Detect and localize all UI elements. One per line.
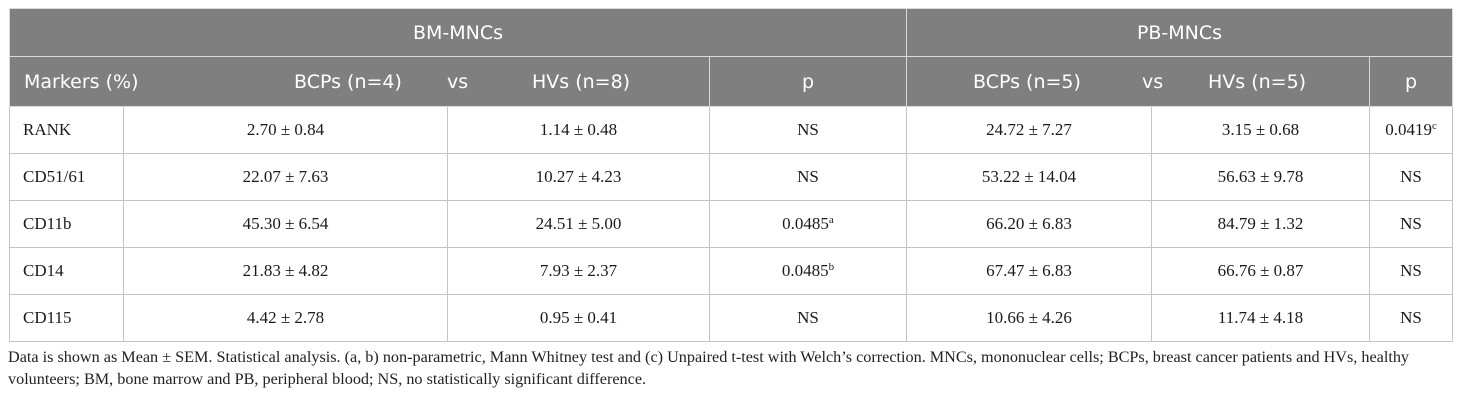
bm-p-value: NS [709, 153, 907, 201]
table-row: CD51/61 22.07 ± 7.63 10.27 ± 4.23 NS 53.22 ±… [9, 153, 1454, 201]
bm-hvs-value: 10.27 ± 4.23 [447, 153, 710, 201]
pb-comparison-header: BCPs (n=5) vs HVs (n=5) [906, 56, 1370, 107]
table-row: RANK 2.70 ± 0.84 1.14 ± 0.48 NS 24.72 ± 7.27… [9, 106, 1454, 154]
markers-table: BM-MNCs PB-MNCs Markers (%) BCPs (n=4) v… [9, 8, 1454, 342]
footnote-marker: b [828, 261, 835, 273]
marker-cell: CD115 [9, 294, 124, 342]
pb-p-header: p [1368, 56, 1454, 107]
bm-hvs-value: 1.14 ± 0.48 [447, 106, 710, 154]
pb-p-value-text: NS [1400, 308, 1422, 327]
pb-bcps-value: 24.72 ± 7.27 [906, 106, 1152, 154]
bm-p-value: NS [709, 106, 907, 154]
pb-hvs-value-text: 84.79 ± 1.32 [1217, 214, 1304, 233]
markers-header: Markers (%) [24, 70, 139, 93]
bm-hvs-value-text: 24.51 ± 5.00 [535, 214, 622, 233]
pb-vs-label: vs [1142, 70, 1164, 93]
footnote-marker: a [828, 214, 834, 226]
marker-cell: RANK [9, 106, 124, 154]
bm-bcps-value: 45.30 ± 6.54 [123, 200, 448, 248]
bm-p-value-text: NS [797, 167, 819, 186]
bm-bcps-value: 21.83 ± 4.82 [123, 247, 448, 295]
table-footnote: Data is shown as Mean ± SEM. Statistical… [8, 348, 1410, 388]
bm-hvs-value: 0.95 ± 0.41 [447, 294, 710, 342]
pb-mncs-header: PB-MNCs [905, 8, 1454, 57]
pb-p-value: 0.0419c [1368, 106, 1454, 154]
bm-hvs-value-text: 7.93 ± 2.37 [539, 261, 618, 280]
pb-hvs-value-text: 56.63 ± 9.78 [1217, 167, 1304, 186]
pb-hvs-value: 11.74 ± 4.18 [1151, 294, 1370, 342]
bm-comparison-header: Markers (%) BCPs (n=4) vs HVs (n=8) [9, 56, 710, 107]
pb-bcps-value: 66.20 ± 6.83 [906, 200, 1152, 248]
pb-hvs-header: HVs (n=5) [1208, 70, 1307, 93]
pb-bcps-value-text: 53.22 ± 14.04 [981, 167, 1077, 186]
bm-bcps-value: 4.42 ± 2.78 [123, 294, 448, 342]
bm-hvs-value: 7.93 ± 2.37 [447, 247, 710, 295]
marker-cell: CD51/61 [9, 153, 124, 201]
pb-bcps-value-text: 10.66 ± 4.26 [986, 308, 1072, 327]
pb-bcps-value-text: 67.47 ± 6.83 [986, 261, 1072, 280]
bm-mncs-header: BM-MNCs [9, 8, 907, 57]
pb-hvs-value-text: 11.74 ± 4.18 [1217, 308, 1304, 327]
bm-p-value: 0.0485b [709, 247, 907, 295]
bm-vs-label: vs [447, 70, 469, 93]
marker-cell-text: CD51/61 [23, 167, 86, 186]
footnote-marker: c [1431, 120, 1437, 132]
bm-bcps-value-text: 2.70 ± 0.84 [246, 120, 325, 139]
bm-bcps-value-text: 22.07 ± 7.63 [242, 167, 329, 186]
bm-p-header: p [709, 56, 907, 107]
bm-hvs-value-text: 0.95 ± 0.41 [539, 308, 618, 327]
pb-bcps-header: BCPs (n=5) [973, 70, 1081, 93]
marker-cell: CD11b [9, 200, 124, 248]
marker-cell-text: CD115 [23, 308, 72, 327]
marker-cell: CD14 [9, 247, 124, 295]
bm-bcps-value-text: 45.30 ± 6.54 [242, 214, 329, 233]
table-row: CD11b 45.30 ± 6.54 24.51 ± 5.00 0.0485a 66.2… [9, 200, 1454, 248]
bm-hvs-value: 24.51 ± 5.00 [447, 200, 710, 248]
pb-p-value-text: NS [1400, 167, 1422, 186]
bm-hvs-value-text: 1.14 ± 0.48 [539, 120, 618, 139]
pb-p-value-text: NS [1400, 214, 1422, 233]
bm-bcps-value-text: 4.42 ± 2.78 [246, 308, 325, 327]
pb-p-value: NS [1368, 200, 1454, 248]
pb-bcps-value-text: 66.20 ± 6.83 [986, 214, 1072, 233]
pb-hvs-value: 84.79 ± 1.32 [1151, 200, 1370, 248]
bm-p-value-text: 0.0485 [782, 214, 829, 233]
marker-cell-text: CD14 [23, 261, 64, 280]
pb-bcps-value-text: 24.72 ± 7.27 [986, 120, 1072, 139]
bm-hvs-value-text: 10.27 ± 4.23 [535, 167, 622, 186]
pb-bcps-value: 67.47 ± 6.83 [906, 247, 1152, 295]
pb-hvs-value-text: 66.76 ± 0.87 [1217, 261, 1304, 280]
pb-hvs-value-text: 3.15 ± 0.68 [1221, 120, 1300, 139]
bm-p-value: NS [709, 294, 907, 342]
pb-hvs-value: 3.15 ± 0.68 [1151, 106, 1370, 154]
pb-p-value-text: NS [1400, 261, 1422, 280]
table-body: RANK 2.70 ± 0.84 1.14 ± 0.48 NS 24.72 ± 7.27… [9, 106, 1454, 342]
bm-p-value-text: NS [797, 120, 819, 139]
bm-bcps-value: 2.70 ± 0.84 [123, 106, 448, 154]
group-header-row: BM-MNCs PB-MNCs [9, 8, 1454, 57]
bm-hvs-header: HVs (n=8) [532, 70, 631, 93]
pb-bcps-value: 10.66 ± 4.26 [906, 294, 1152, 342]
pb-bcps-value: 53.22 ± 14.04 [906, 153, 1152, 201]
marker-cell-text: CD11b [23, 214, 72, 233]
bm-p-value: 0.0485a [709, 200, 907, 248]
pb-hvs-value: 66.76 ± 0.87 [1151, 247, 1370, 295]
pb-p-value: NS [1368, 294, 1454, 342]
pb-p-value-text: 0.0419 [1385, 120, 1432, 139]
bm-bcps-header: BCPs (n=4) [294, 70, 402, 93]
bm-p-value-text: 0.0485 [781, 261, 829, 280]
table-row: CD14 21.83 ± 4.82 7.93 ± 2.37 0.0485b 67.47 … [9, 247, 1454, 295]
pb-p-value: NS [1368, 247, 1454, 295]
bm-bcps-value-text: 21.83 ± 4.82 [242, 261, 329, 280]
marker-cell-text: RANK [23, 120, 72, 139]
pb-hvs-value: 56.63 ± 9.78 [1151, 153, 1370, 201]
bm-p-value-text: NS [797, 308, 819, 327]
table-row: CD115 4.42 ± 2.78 0.95 ± 0.41 NS 10.66 ± 4.2… [9, 294, 1454, 342]
pb-p-value: NS [1368, 153, 1454, 201]
bm-bcps-value: 22.07 ± 7.63 [123, 153, 448, 201]
column-header-row: Markers (%) BCPs (n=4) vs HVs (n=8) p BC… [9, 56, 1454, 107]
